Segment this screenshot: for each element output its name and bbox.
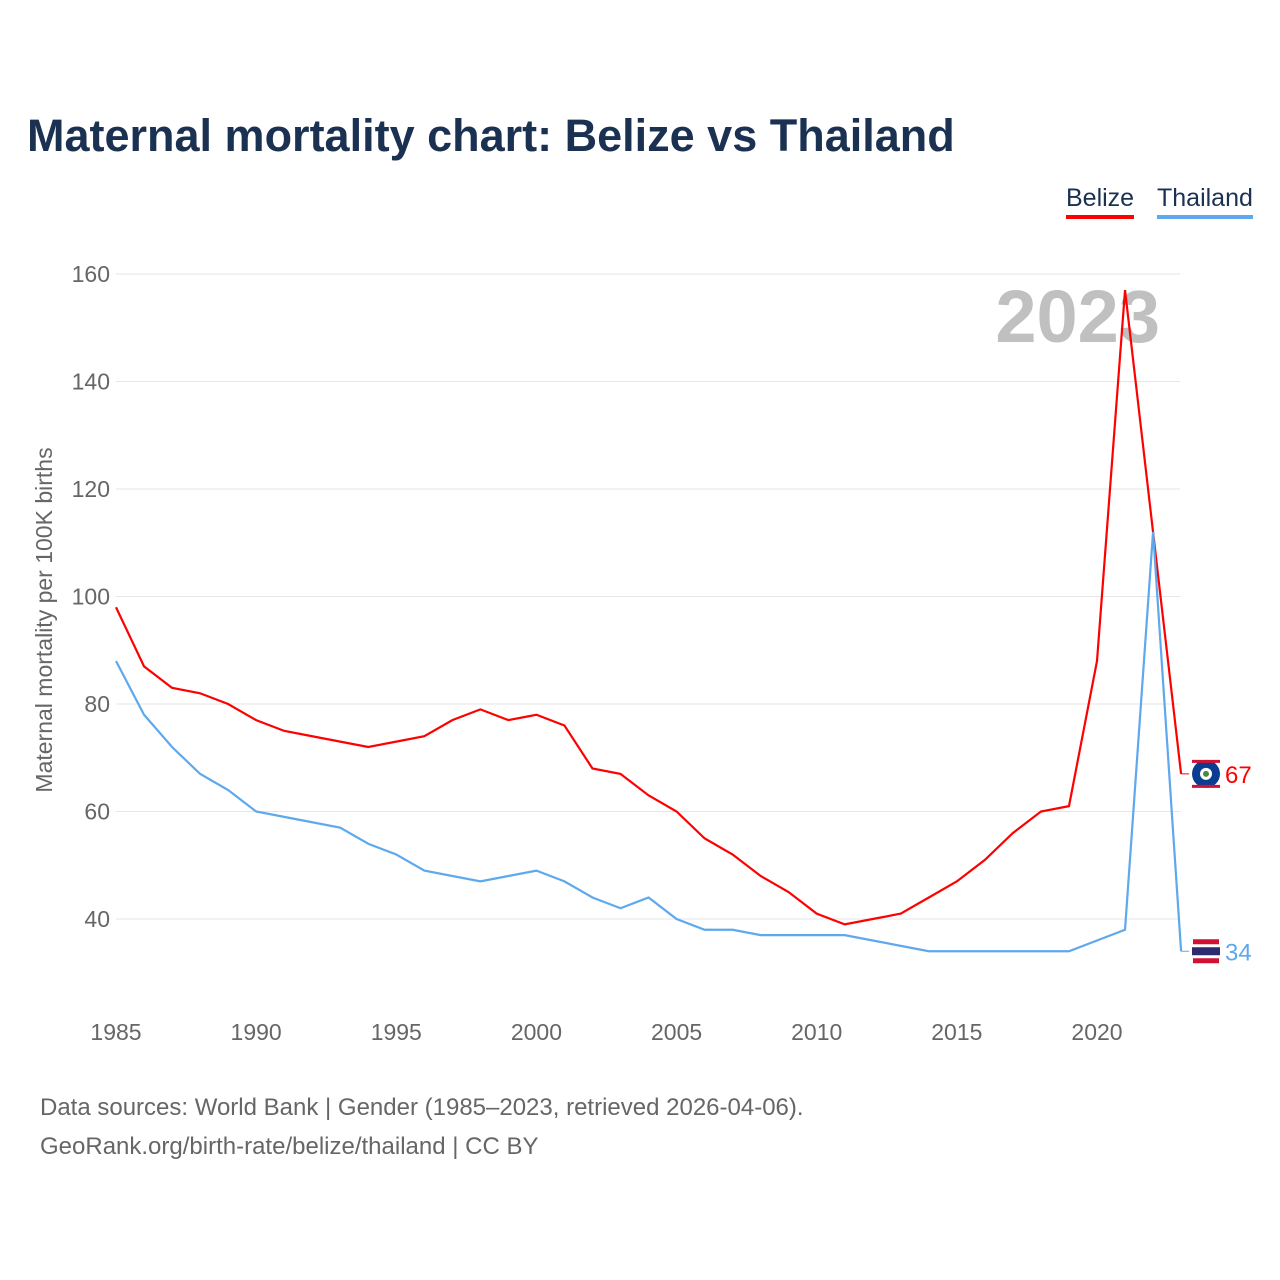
y-tick-label: 120 [72,476,110,502]
source-line-1: Data sources: World Bank | Gender (1985–… [40,1094,804,1121]
y-tick-label: 80 [84,691,110,717]
belize-flag-stripe [1192,759,1220,763]
legend-belize[interactable]: Belize [1066,184,1135,219]
belize-flag-emblem-center [1203,770,1209,777]
series-line-belize [115,289,1183,926]
y-tick-label: 160 [72,261,110,287]
x-tick-label: 1985 [90,1019,141,1045]
series-line-thailand [115,531,1183,953]
thailand-flag-stripe [1193,939,1219,945]
y-axis-label: Maternal mortality per 100K births [31,447,57,792]
y-tick-label: 40 [84,906,110,932]
thailand-flag-stripe [1193,958,1219,964]
belize-flag-stripe [1192,784,1220,788]
x-tick-label: 2000 [511,1019,562,1045]
y-tick-label: 100 [72,584,110,610]
x-tick-label: 1990 [231,1019,282,1045]
x-tick-label: 2010 [791,1019,842,1045]
thailand-flag-stripe [1192,947,1220,956]
x-tick-label: 2015 [931,1019,982,1045]
legend-thailand[interactable]: Thailand [1157,184,1253,219]
y-tick-label: 140 [72,369,110,395]
y-tick-label: 60 [84,799,110,825]
end-value-label: 67 [1225,762,1252,789]
x-tick-label: 2005 [651,1019,702,1045]
x-tick-label: 1995 [371,1019,422,1045]
source-line-2: GeoRank.org/birth-rate/belize/thailand |… [40,1133,539,1160]
end-value-label: 34 [1225,939,1252,966]
chart-title: Maternal mortality chart: Belize vs Thai… [27,110,955,161]
x-tick-label: 2020 [1071,1019,1122,1045]
year-watermark: 2023 [995,275,1160,358]
source-note: Data sources: World Bank | Gender (1985–… [40,1088,804,1166]
